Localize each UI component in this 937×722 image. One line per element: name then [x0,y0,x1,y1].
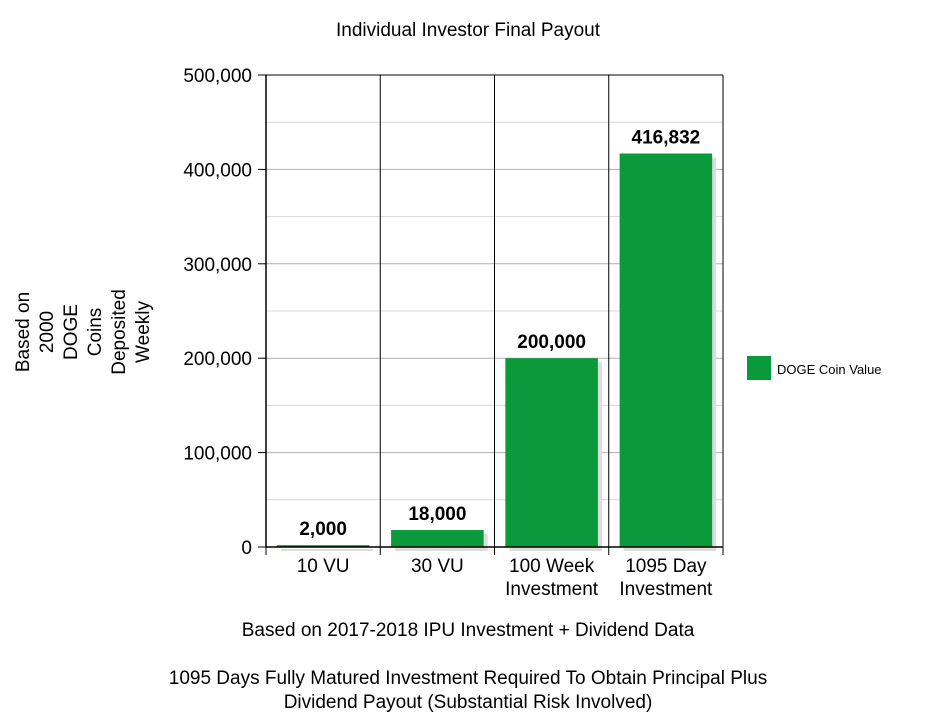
y-tick-label: 500,000 [183,66,252,87]
y-tick-label: 400,000 [183,160,252,181]
bar [391,530,484,547]
x-category-label: 100 Week Investment [505,556,599,600]
x-category-label: 1095 Day Investment [619,556,713,600]
legend-swatch [747,356,771,380]
legend: DOGE Coin Value [747,356,882,380]
bar [619,153,713,547]
data-label: 416,832 [632,128,701,149]
y-tick-labels: 0 100,000 200,000 300,000 400,000 500,000 [183,66,266,559]
x-category-labels: 10 VU 30 VU 100 Week Investment 1095 Day Inve… [297,556,713,600]
bar [276,545,370,547]
x-category-label: 10 VU [297,556,350,577]
bar [505,358,598,547]
axes [265,74,724,555]
y-tick-label: 100,000 [183,444,252,465]
legend-label: DOGE Coin Value [777,362,882,377]
risk-note-line-1: 1095 Days Fully Matured Investment Requi… [169,668,767,689]
y-tick-label: 300,000 [183,255,252,276]
data-label: 18,000 [408,504,466,525]
chart-title: Individual Investor Final Payout [336,20,601,41]
risk-note-line-2: Dividend Payout (Substantial Risk Involv… [284,692,653,713]
y-tick-label: 0 [241,538,252,559]
bar-shadow [280,549,374,551]
data-label: 2,000 [299,519,347,540]
basis-note: Based on 2017-2018 IPU Investment + Divi… [242,620,695,641]
bars [276,153,717,551]
data-label: 200,000 [517,332,586,353]
y-axis-label: Based on 2000 DOGE Coins Deposited Weekly [13,289,154,375]
x-category-label: 30 VU [411,556,464,577]
y-tick-label: 200,000 [183,349,252,370]
data-labels: 2,000 18,000 200,000 416,832 [299,128,700,541]
